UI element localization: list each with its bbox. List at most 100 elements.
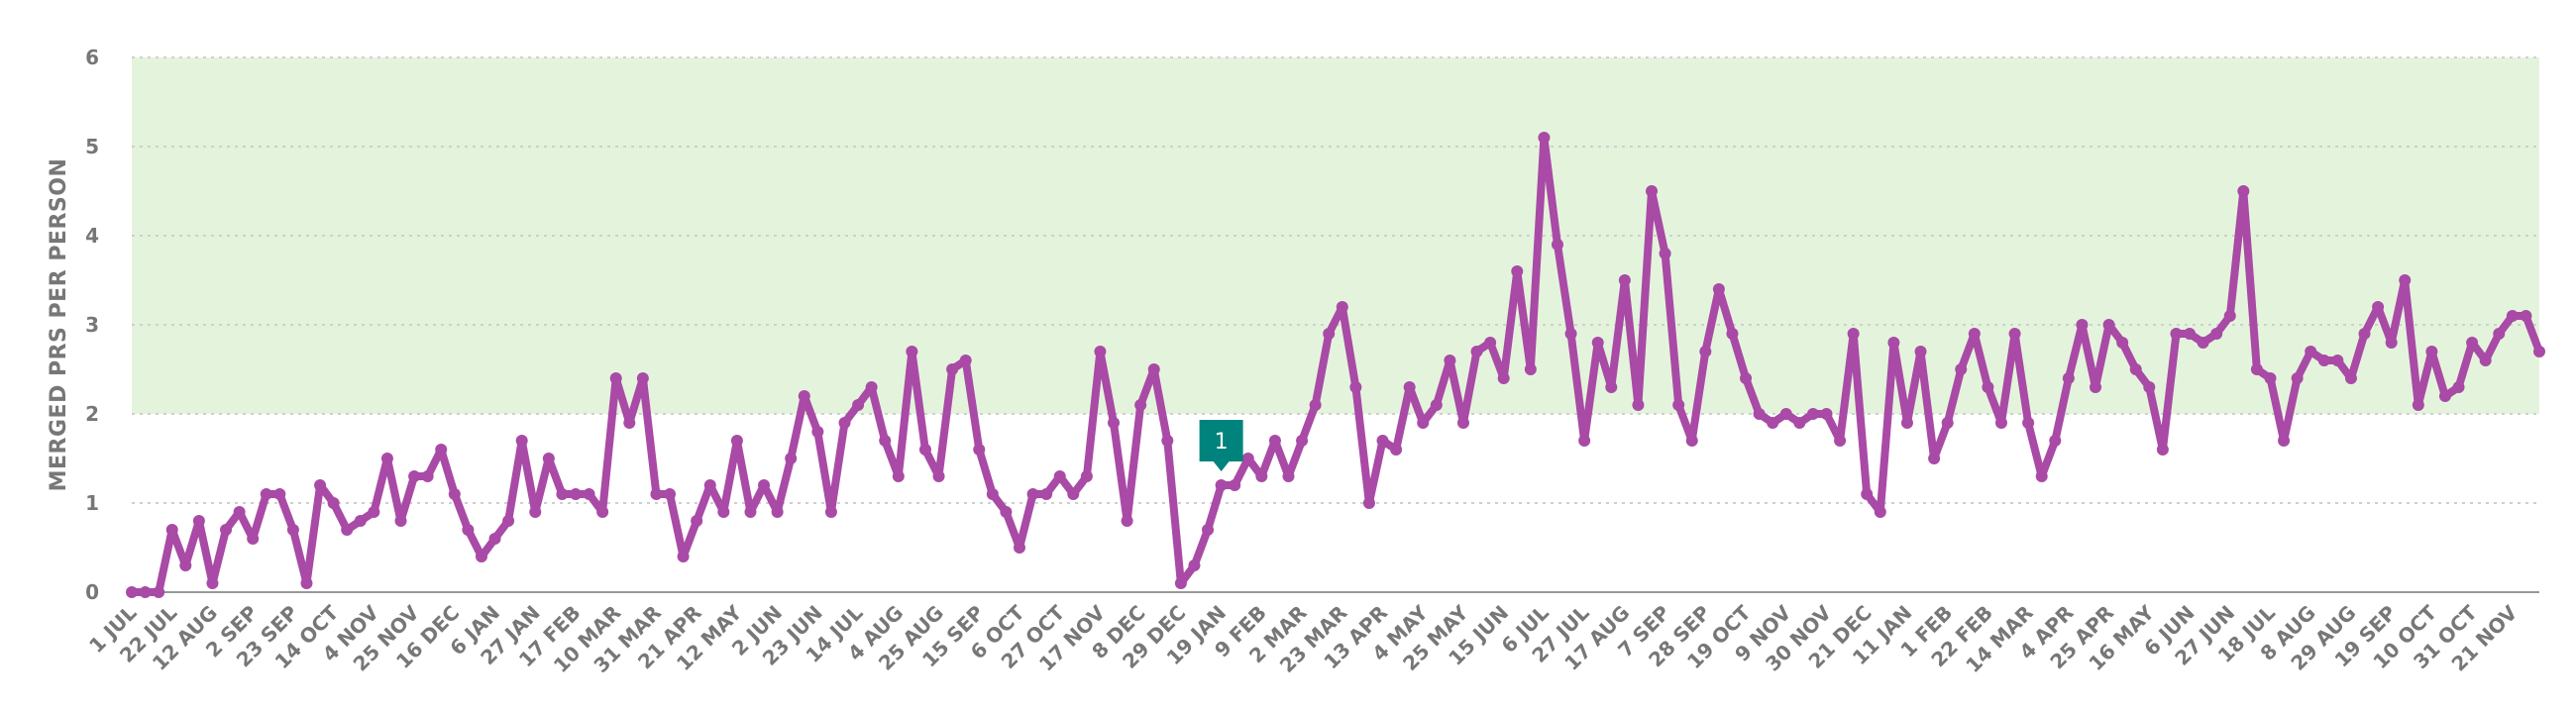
data-point[interactable] — [153, 586, 165, 598]
data-point[interactable] — [435, 444, 448, 456]
data-point[interactable] — [1000, 506, 1013, 518]
data-point[interactable] — [1040, 488, 1053, 500]
data-point[interactable] — [865, 381, 878, 393]
data-point[interactable] — [1053, 470, 1066, 482]
annotation-marker[interactable]: 1 — [1199, 420, 1243, 471]
data-point[interactable] — [596, 506, 609, 518]
data-point[interactable] — [421, 470, 434, 482]
data-point[interactable] — [286, 524, 299, 536]
data-point[interactable] — [475, 551, 487, 562]
data-point[interactable] — [1632, 399, 1645, 411]
data-point[interactable] — [1161, 435, 1174, 447]
data-point[interactable] — [2197, 337, 2209, 349]
data-point[interactable] — [2008, 328, 2021, 340]
data-point[interactable] — [488, 533, 501, 545]
data-point[interactable] — [2062, 372, 2075, 384]
data-point[interactable] — [785, 453, 798, 464]
data-point[interactable] — [1202, 524, 1215, 536]
data-point[interactable] — [2223, 310, 2236, 322]
data-point[interactable] — [1336, 301, 1348, 313]
data-point[interactable] — [2035, 470, 2048, 482]
data-point[interactable] — [179, 559, 192, 571]
data-point[interactable] — [2156, 444, 2169, 456]
data-point[interactable] — [1241, 453, 1254, 464]
data-point[interactable] — [314, 479, 327, 491]
data-point[interactable] — [368, 506, 380, 518]
data-point[interactable] — [852, 399, 865, 411]
data-point[interactable] — [730, 435, 743, 447]
data-point[interactable] — [1847, 328, 1860, 340]
data-point[interactable] — [583, 488, 595, 500]
data-point[interactable] — [1820, 408, 1833, 420]
data-point[interactable] — [2452, 381, 2465, 393]
data-point[interactable] — [2049, 435, 2062, 447]
data-point[interactable] — [2102, 319, 2115, 331]
data-point[interactable] — [1793, 417, 1806, 429]
data-point[interactable] — [462, 524, 475, 536]
data-point[interactable] — [1753, 408, 1766, 420]
data-point[interactable] — [569, 488, 582, 500]
data-point[interactable] — [192, 515, 205, 527]
data-point[interactable] — [206, 577, 219, 589]
data-point[interactable] — [260, 488, 272, 500]
data-point[interactable] — [542, 453, 555, 464]
data-point[interactable] — [892, 470, 905, 482]
data-point[interactable] — [1955, 363, 1968, 375]
data-point[interactable] — [1524, 363, 1537, 375]
data-point[interactable] — [1282, 470, 1295, 482]
data-point[interactable] — [1564, 328, 1577, 340]
data-point[interactable] — [2090, 381, 2102, 393]
data-point[interactable] — [1982, 381, 1994, 393]
data-point[interactable] — [341, 524, 354, 536]
data-point[interactable] — [2438, 390, 2451, 402]
data-point[interactable] — [744, 506, 757, 518]
data-point[interactable] — [838, 417, 851, 429]
data-point[interactable] — [691, 515, 703, 527]
data-point[interactable] — [1941, 417, 1954, 429]
data-point[interactable] — [273, 488, 286, 500]
data-point[interactable] — [1430, 399, 1443, 411]
data-point[interactable] — [879, 435, 892, 447]
data-point[interactable] — [1578, 435, 1591, 447]
data-point[interactable] — [2184, 328, 2197, 340]
data-point[interactable] — [1255, 470, 1268, 482]
data-point[interactable] — [703, 479, 716, 491]
data-point[interactable] — [1914, 346, 1927, 357]
data-point[interactable] — [1323, 328, 1336, 340]
data-point[interactable] — [529, 506, 542, 518]
data-point[interactable] — [2466, 337, 2479, 349]
data-point[interactable] — [2170, 328, 2183, 340]
data-point[interactable] — [1646, 185, 1659, 197]
data-point[interactable] — [1456, 417, 1469, 429]
data-point[interactable] — [126, 586, 138, 598]
data-point[interactable] — [1685, 435, 1698, 447]
data-point[interactable] — [2291, 372, 2304, 384]
data-point[interactable] — [2022, 417, 2035, 429]
data-point[interactable] — [1403, 381, 1416, 393]
data-point[interactable] — [959, 355, 972, 366]
data-point[interactable] — [327, 497, 340, 509]
data-point[interactable] — [717, 506, 730, 518]
data-point[interactable] — [1390, 444, 1403, 456]
data-point[interactable] — [2399, 274, 2412, 286]
data-point[interactable] — [1470, 346, 1483, 357]
data-point[interactable] — [354, 515, 367, 527]
data-point[interactable] — [1376, 435, 1389, 447]
data-point[interactable] — [798, 390, 810, 402]
data-point[interactable] — [1740, 372, 1753, 384]
data-point[interactable] — [1511, 265, 1524, 277]
data-point[interactable] — [771, 506, 784, 518]
data-point[interactable] — [1296, 435, 1309, 447]
data-point[interactable] — [2143, 381, 2156, 393]
data-point[interactable] — [664, 488, 677, 500]
data-point[interactable] — [1874, 506, 1886, 518]
data-point[interactable] — [932, 470, 945, 482]
data-point[interactable] — [1712, 283, 1725, 295]
data-point[interactable] — [918, 444, 931, 456]
data-point[interactable] — [1672, 399, 1685, 411]
data-point[interactable] — [1618, 274, 1631, 286]
data-point[interactable] — [1659, 248, 1671, 259]
data-point[interactable] — [906, 346, 918, 357]
data-point[interactable] — [677, 551, 690, 562]
data-point[interactable] — [1067, 488, 1080, 500]
